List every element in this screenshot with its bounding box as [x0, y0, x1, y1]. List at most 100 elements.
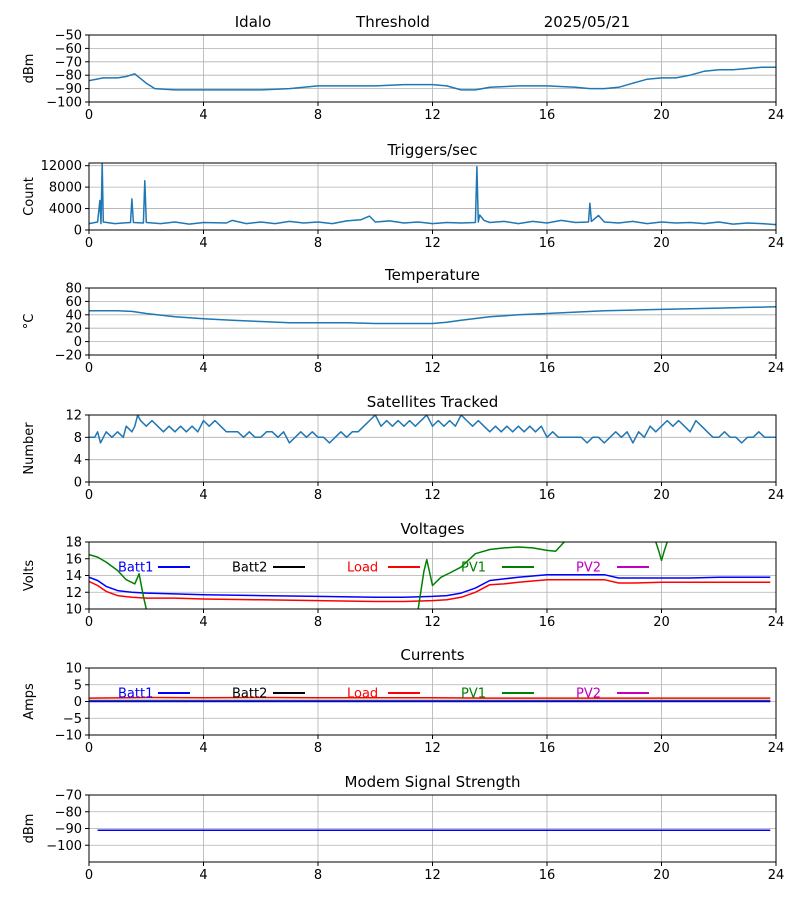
x-tick-label: 24	[768, 868, 785, 883]
x-tick-label: 0	[85, 741, 93, 756]
y-tick-label: 16	[65, 552, 82, 567]
series-line-threshold	[89, 66, 776, 91]
header-date: 2025/05/21	[544, 13, 630, 31]
x-tick-label: 0	[85, 615, 93, 630]
x-tick-label: 8	[314, 361, 322, 376]
chart-title: Temperature	[384, 266, 480, 284]
y-tick-label: −100	[46, 96, 82, 111]
legend-label-batt1: Batt1	[118, 561, 153, 576]
y-axis-label: °C	[22, 314, 37, 330]
panel-triggers: 0 4 8 12 16 20 24 0 4000 8000 12000 Triggers/sec Cou…	[22, 141, 784, 251]
series-line-pv1	[89, 553, 148, 609]
y-tick-label: 5	[74, 678, 82, 693]
series-group	[89, 542, 771, 609]
series-line-load	[89, 578, 771, 603]
header-label: Threshold	[355, 13, 430, 31]
y-tick-label: −70	[55, 55, 82, 70]
x-tick-label: 4	[199, 868, 207, 883]
x-tick-label: 20	[653, 868, 670, 883]
x-tick-label: 0	[85, 361, 93, 376]
chart-title: Currents	[400, 646, 464, 664]
x-tick-label: 20	[653, 361, 670, 376]
y-tick-label: 40	[65, 308, 82, 323]
x-tick-label: 16	[539, 108, 556, 123]
panel-threshold: 0 4 8 12 16 20 24 −100−90−80−70−60−50 dBm	[22, 29, 784, 124]
x-tick-label: 24	[768, 615, 785, 630]
x-tick-label: 12	[424, 236, 441, 251]
x-tick-label: 24	[768, 361, 785, 376]
y-tick-label: −80	[55, 69, 82, 84]
y-tick-label: 18	[65, 536, 82, 551]
x-tick-label: 16	[539, 488, 556, 503]
legend-label-batt2: Batt2	[232, 687, 267, 702]
x-tick-label: 20	[653, 108, 670, 123]
y-tick-label: 4000	[49, 202, 82, 217]
x-tick-label: 8	[314, 868, 322, 883]
series-group	[89, 306, 776, 325]
x-tick-label: 8	[314, 236, 322, 251]
y-tick-label: 20	[65, 322, 82, 337]
panel-satellites: 0 4 8 12 16 20 24 0 4 8 12 Satellites Tracked Number	[22, 393, 784, 503]
legend-label-load: Load	[347, 687, 378, 702]
series-line-pv1	[417, 542, 565, 609]
y-axis-label: Count	[22, 177, 37, 216]
y-tick-label: 60	[65, 295, 82, 310]
x-tick-label: 12	[424, 488, 441, 503]
y-tick-label: 0	[74, 224, 82, 239]
chart-title: Modem Signal Strength	[345, 773, 521, 791]
x-tick-label: 4	[199, 615, 207, 630]
series-line-satellites	[89, 415, 776, 444]
series-group	[89, 66, 776, 91]
series-line-triggers	[89, 163, 776, 226]
x-tick-label: 0	[85, 868, 93, 883]
y-tick-label: 14	[65, 569, 82, 584]
x-tick-label: 4	[199, 361, 207, 376]
legend-label-batt1: Batt1	[118, 687, 153, 702]
x-tick-label: 12	[424, 361, 441, 376]
legend-label-pv1: PV1	[461, 561, 486, 576]
y-tick-label: 80	[65, 282, 82, 297]
y-tick-label: −70	[55, 789, 82, 804]
x-tick-label: 16	[539, 361, 556, 376]
y-tick-label: 12	[65, 409, 82, 424]
x-tick-label: 0	[85, 488, 93, 503]
x-tick-label: 8	[314, 741, 322, 756]
y-tick-label: −100	[46, 839, 82, 854]
x-tick-label: 20	[653, 615, 670, 630]
y-axis-label: Volts	[22, 560, 37, 592]
y-tick-label: 8	[74, 431, 82, 446]
x-tick-label: 16	[539, 236, 556, 251]
y-axis-label: dBm	[22, 814, 37, 844]
y-tick-label: 8000	[49, 181, 82, 196]
y-tick-label: 12000	[41, 159, 82, 174]
y-tick-label: 10	[65, 603, 82, 618]
x-tick-label: 16	[539, 741, 556, 756]
x-tick-label: 24	[768, 741, 785, 756]
x-tick-label: 12	[424, 615, 441, 630]
y-tick-label: 0	[74, 335, 82, 350]
series-line-pv1	[655, 542, 668, 562]
x-tick-label: 12	[424, 741, 441, 756]
chart-title: Satellites Tracked	[367, 393, 498, 411]
y-tick-label: 4	[74, 453, 82, 468]
x-tick-label: 24	[768, 236, 785, 251]
y-tick-label: −20	[55, 349, 82, 364]
y-tick-label: 0	[74, 476, 82, 491]
header-site: Idalo	[235, 13, 271, 31]
x-tick-label: 4	[199, 488, 207, 503]
series-line-temperature	[89, 306, 776, 325]
y-tick-label: −10	[55, 729, 82, 744]
y-axis-label: dBm	[22, 54, 37, 84]
y-tick-label: 12	[65, 586, 82, 601]
y-tick-label: −90	[55, 82, 82, 97]
series-group	[89, 696, 771, 703]
x-tick-label: 8	[314, 108, 322, 123]
x-tick-label: 4	[199, 108, 207, 123]
panel-modem: 0 4 8 12 16 20 24 −100 −90 −80−70 Modem Signal Str…	[22, 773, 784, 883]
x-tick-label: 4	[199, 236, 207, 251]
y-tick-label: 10	[65, 662, 82, 677]
legend-label-batt2: Batt2	[232, 561, 267, 576]
